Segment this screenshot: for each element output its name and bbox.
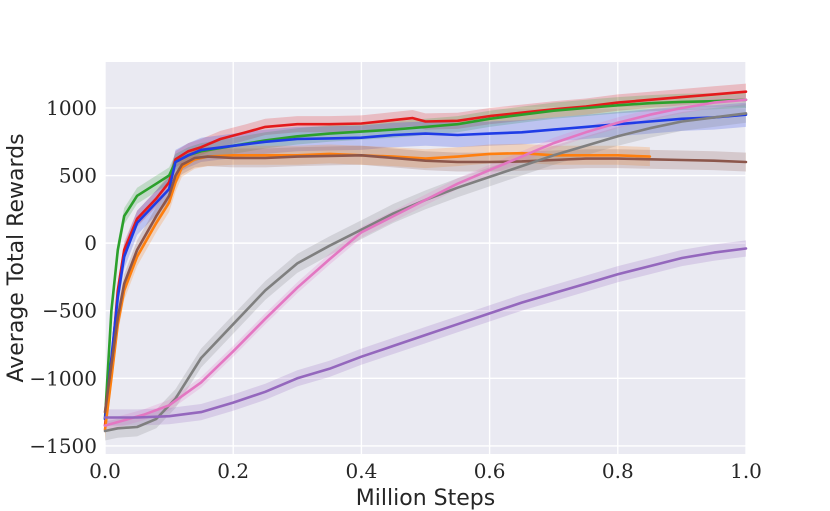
series-line: [103, 151, 652, 431]
y-axis-title: Average Total Rewards: [4, 133, 29, 382]
series-lines: [103, 90, 748, 433]
series-line: [103, 98, 748, 427]
x-tick-label: 0.8: [602, 459, 634, 483]
gridlines: [104, 62, 747, 454]
x-tick-label: 0.6: [474, 459, 506, 483]
x-tick-label: 0.0: [89, 459, 121, 483]
x-tick-label: 0.4: [345, 459, 377, 483]
series-line: [103, 90, 748, 427]
y-tick-label: 500: [59, 164, 97, 188]
y-tick-label: −500: [42, 299, 97, 323]
series-line: [103, 154, 748, 414]
x-axis-title: Million Steps: [356, 486, 495, 511]
y-tick-labels: 1000 500 0 −500 −1000 −1500: [29, 96, 97, 458]
y-tick-label: −1000: [29, 366, 97, 390]
x-tick-labels: 0.0 0.2 0.4 0.6 0.8 1.0: [89, 459, 762, 483]
y-tick-label: −1500: [29, 434, 97, 458]
x-tick-label: 1.0: [730, 459, 762, 483]
series-band: [105, 240, 746, 426]
y-tick-label: 1000: [46, 96, 97, 120]
series-line: [103, 247, 748, 419]
y-tick-label: 0: [84, 231, 97, 255]
series-line: [103, 98, 748, 421]
x-tick-label: 0.2: [217, 459, 249, 483]
